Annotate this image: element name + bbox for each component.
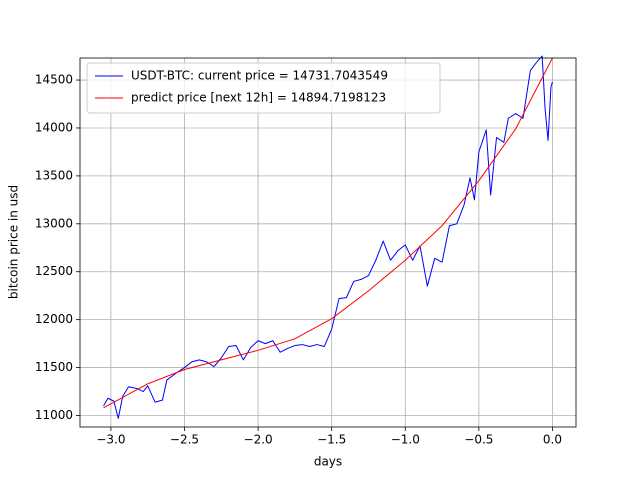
x-tick-label: −0.5 [464, 433, 493, 447]
x-tick-label: 0.0 [543, 433, 562, 447]
legend-box [86, 62, 441, 114]
plot-lines [103, 55, 553, 419]
x-tick-label: −1.5 [317, 433, 346, 447]
x-tick-label: −1.0 [391, 433, 420, 447]
legend-label: predict price [next 12h] = 14894.7198123 [131, 91, 386, 105]
y-tick-label: 12000 [35, 312, 73, 326]
y-tick-label: 12500 [35, 264, 73, 278]
y-axis-label: bitcoin price in usd [7, 185, 21, 299]
x-tick-label: −3.0 [96, 433, 125, 447]
legend: USDT-BTC: current price = 14731.7043549 p… [86, 62, 441, 114]
axes-frame [79, 57, 577, 428]
y-tick-label: 11000 [35, 408, 73, 422]
y-tick-label: 13500 [35, 168, 73, 182]
x-tick-label: −2.0 [244, 433, 273, 447]
legend-label: USDT-BTC: current price = 14731.7043549 [131, 69, 388, 83]
series-line [103, 55, 553, 419]
x-tick-label: −2.5 [170, 433, 199, 447]
ticks: −3.0 −2.5 −2.0 −1.5 −1.0 −0.5 0.0 11000 11500 120… [35, 73, 562, 447]
y-tick-label: 13000 [35, 216, 73, 230]
x-axis-label: days [314, 455, 342, 469]
y-tick-label: 14000 [35, 120, 73, 134]
series-line [103, 57, 553, 409]
y-tick-label: 14500 [35, 73, 73, 87]
y-tick-label: 11500 [35, 360, 73, 374]
